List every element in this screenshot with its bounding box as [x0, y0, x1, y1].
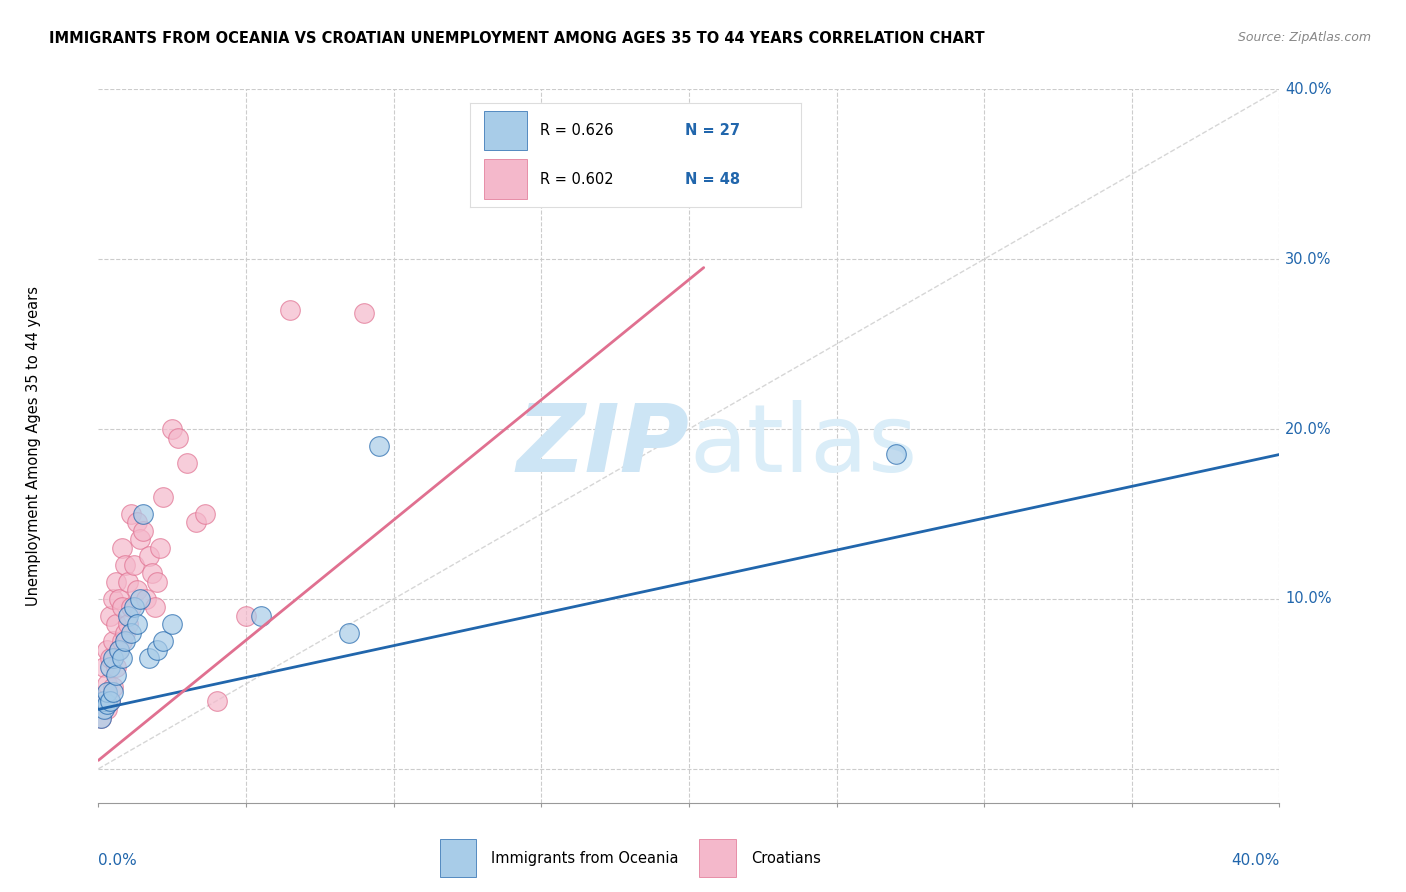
- Point: [368, 439, 391, 453]
- Text: 30.0%: 30.0%: [1285, 252, 1331, 267]
- Point: [98, 660, 121, 674]
- Point: [146, 643, 169, 657]
- Point: [93, 698, 115, 712]
- Text: Source: ZipAtlas.com: Source: ZipAtlas.com: [1237, 31, 1371, 45]
- Point: [250, 608, 273, 623]
- Point: [205, 694, 228, 708]
- Point: [125, 516, 148, 530]
- Point: [103, 685, 125, 699]
- Point: [278, 303, 302, 318]
- Point: [146, 574, 169, 589]
- Point: [90, 711, 112, 725]
- Point: [108, 643, 131, 657]
- Point: [128, 533, 150, 547]
- Point: [122, 600, 145, 615]
- Point: [135, 591, 157, 606]
- Text: IMMIGRANTS FROM OCEANIA VS CROATIAN UNEMPLOYMENT AMONG AGES 35 TO 44 YEARS CORRE: IMMIGRANTS FROM OCEANIA VS CROATIAN UNEM…: [49, 31, 984, 46]
- Point: [235, 608, 257, 623]
- Point: [103, 680, 125, 694]
- Point: [143, 600, 166, 615]
- Point: [149, 541, 172, 555]
- Point: [184, 516, 207, 530]
- Point: [162, 422, 183, 436]
- Point: [108, 643, 131, 657]
- Point: [125, 617, 148, 632]
- Point: [111, 541, 134, 555]
- Point: [98, 694, 121, 708]
- Text: atlas: atlas: [689, 400, 917, 492]
- Point: [103, 651, 125, 665]
- Text: 0.0%: 0.0%: [98, 853, 138, 868]
- Point: [111, 634, 134, 648]
- Point: [128, 591, 150, 606]
- Point: [105, 574, 128, 589]
- Point: [111, 600, 134, 615]
- Point: [152, 490, 174, 504]
- Point: [884, 448, 907, 462]
- Point: [138, 651, 160, 665]
- Text: 20.0%: 20.0%: [1285, 422, 1331, 436]
- Point: [96, 643, 118, 657]
- Point: [105, 660, 128, 674]
- Point: [96, 698, 118, 712]
- Text: 40.0%: 40.0%: [1285, 82, 1331, 96]
- Text: 40.0%: 40.0%: [1232, 853, 1279, 868]
- Point: [98, 608, 121, 623]
- Point: [105, 617, 128, 632]
- Point: [103, 634, 125, 648]
- Point: [114, 626, 136, 640]
- Point: [353, 306, 375, 320]
- Point: [117, 617, 139, 632]
- Point: [108, 591, 131, 606]
- Point: [337, 626, 360, 640]
- Point: [96, 677, 118, 691]
- Point: [98, 651, 121, 665]
- Point: [98, 694, 121, 708]
- Point: [114, 558, 136, 572]
- Point: [90, 711, 112, 725]
- Point: [96, 685, 118, 699]
- Point: [90, 694, 112, 708]
- Point: [114, 634, 136, 648]
- Point: [117, 574, 139, 589]
- Text: ZIP: ZIP: [516, 400, 689, 492]
- Point: [122, 558, 145, 572]
- Point: [120, 507, 142, 521]
- Point: [93, 660, 115, 674]
- Point: [167, 430, 190, 444]
- Text: 10.0%: 10.0%: [1285, 591, 1331, 607]
- Point: [103, 591, 125, 606]
- Point: [120, 626, 142, 640]
- Point: [125, 583, 148, 598]
- Point: [162, 617, 183, 632]
- Point: [105, 668, 128, 682]
- Point: [176, 456, 198, 470]
- Point: [117, 608, 139, 623]
- Point: [96, 702, 118, 716]
- Point: [194, 507, 217, 521]
- Point: [141, 566, 163, 581]
- Point: [93, 694, 115, 708]
- Text: Unemployment Among Ages 35 to 44 years: Unemployment Among Ages 35 to 44 years: [25, 286, 41, 606]
- Point: [93, 702, 115, 716]
- Point: [152, 634, 174, 648]
- Point: [138, 549, 160, 564]
- Point: [120, 600, 142, 615]
- Point: [132, 524, 155, 538]
- Point: [111, 651, 134, 665]
- Point: [132, 507, 155, 521]
